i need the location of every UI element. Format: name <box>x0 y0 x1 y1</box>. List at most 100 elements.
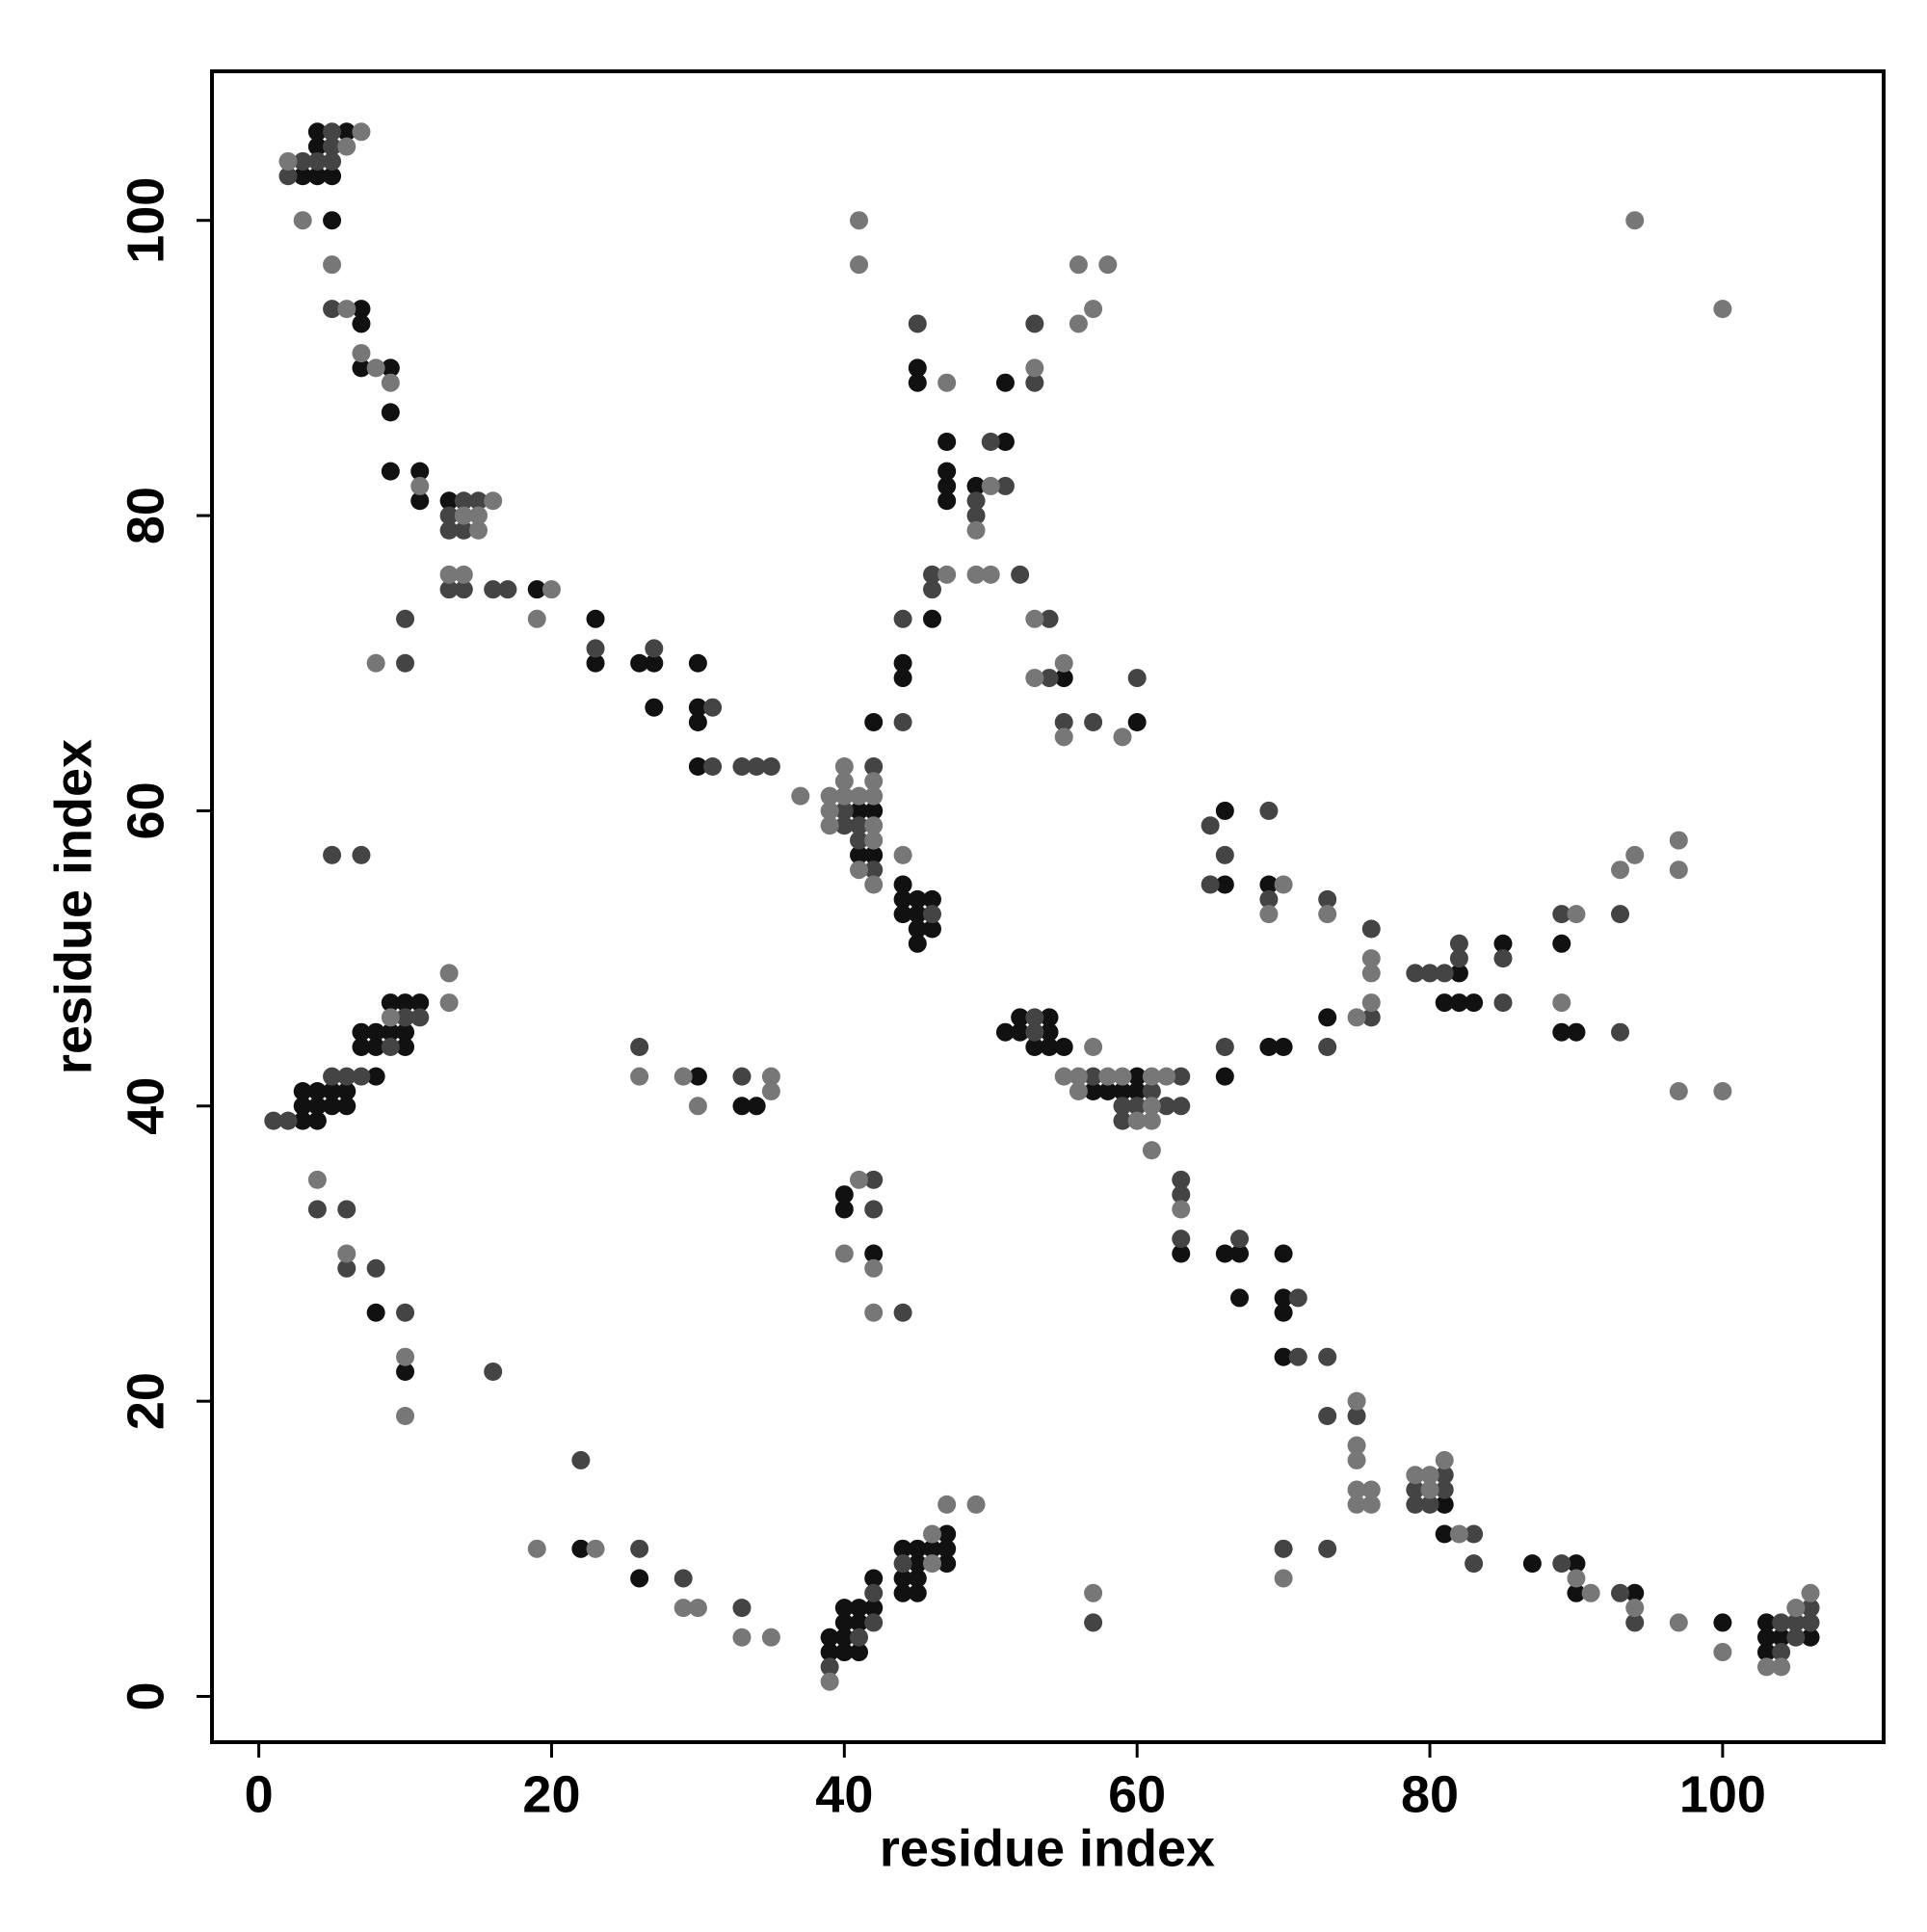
point <box>278 1111 298 1130</box>
point <box>850 1599 869 1618</box>
point <box>1449 964 1468 983</box>
point <box>1465 1554 1484 1574</box>
x-tick-label: 80 <box>1401 1765 1459 1823</box>
point <box>293 211 312 230</box>
point <box>1347 1436 1366 1455</box>
point <box>908 905 927 924</box>
point <box>908 358 927 378</box>
point <box>688 698 707 717</box>
point <box>1172 1097 1191 1116</box>
point <box>1054 669 1073 688</box>
point <box>864 713 884 732</box>
point <box>1011 1022 1030 1042</box>
point <box>1318 1008 1337 1027</box>
point <box>1669 831 1688 850</box>
point <box>1347 1450 1366 1469</box>
point <box>893 845 912 864</box>
point <box>1625 845 1645 864</box>
y-tick-label: 0 <box>117 1681 174 1710</box>
point <box>278 167 298 186</box>
point <box>893 889 912 909</box>
point <box>1361 919 1381 939</box>
point <box>908 934 927 953</box>
point <box>1625 1583 1645 1602</box>
point <box>864 1258 884 1278</box>
point <box>293 151 312 171</box>
point <box>1142 1141 1161 1160</box>
point <box>937 1495 957 1514</box>
point <box>1172 1170 1191 1189</box>
point <box>630 1569 649 1588</box>
point <box>966 565 986 584</box>
point <box>352 358 371 378</box>
point <box>937 462 957 481</box>
point <box>761 1628 780 1647</box>
point <box>1084 1583 1103 1602</box>
point <box>1420 964 1439 983</box>
point <box>454 506 473 525</box>
point <box>1113 728 1132 747</box>
point <box>381 373 400 392</box>
point <box>1025 373 1044 392</box>
point <box>864 860 884 880</box>
point <box>527 609 546 628</box>
point <box>937 432 957 451</box>
point <box>323 1067 342 1086</box>
point <box>893 669 912 688</box>
point <box>995 373 1015 392</box>
point <box>1215 801 1234 820</box>
point <box>850 786 869 806</box>
point <box>1011 565 1030 584</box>
point <box>761 756 780 776</box>
point <box>922 1554 941 1574</box>
point <box>834 1244 854 1263</box>
point <box>1069 1081 1088 1100</box>
point <box>864 875 884 894</box>
point <box>1142 1097 1161 1116</box>
point <box>337 1067 356 1086</box>
point <box>850 831 869 850</box>
point <box>396 1406 415 1425</box>
y-tick-label: 100 <box>117 177 174 264</box>
point <box>834 801 854 820</box>
point <box>1801 1599 1820 1618</box>
x-axis-label: residue index <box>880 1819 1215 1877</box>
point <box>352 344 371 363</box>
point <box>323 845 342 864</box>
point <box>1318 1347 1337 1366</box>
point <box>381 1022 400 1042</box>
point <box>410 993 430 1013</box>
point <box>307 151 327 171</box>
point <box>1127 669 1147 688</box>
point <box>893 905 912 924</box>
point <box>850 255 869 275</box>
point <box>834 1643 854 1662</box>
point <box>396 1038 415 1057</box>
point <box>293 1111 312 1130</box>
point <box>381 1008 400 1027</box>
point <box>469 506 488 525</box>
point <box>673 1569 693 1588</box>
point <box>1113 1097 1132 1116</box>
point <box>1406 1495 1425 1514</box>
point <box>1567 1022 1586 1042</box>
point <box>1259 889 1279 909</box>
point <box>908 373 927 392</box>
point <box>337 1200 356 1219</box>
point <box>1201 875 1220 894</box>
point <box>834 1628 854 1647</box>
point <box>337 1258 356 1278</box>
point <box>908 1554 927 1574</box>
point <box>366 653 385 673</box>
point <box>1172 1067 1191 1086</box>
point <box>1274 1303 1293 1322</box>
point <box>396 1347 415 1366</box>
point <box>1274 875 1293 894</box>
point <box>1625 1613 1645 1632</box>
point <box>922 1539 941 1558</box>
point <box>1772 1657 1791 1677</box>
point <box>1801 1628 1820 1647</box>
point <box>1098 1081 1118 1100</box>
point <box>366 1067 385 1086</box>
point <box>864 1244 884 1263</box>
